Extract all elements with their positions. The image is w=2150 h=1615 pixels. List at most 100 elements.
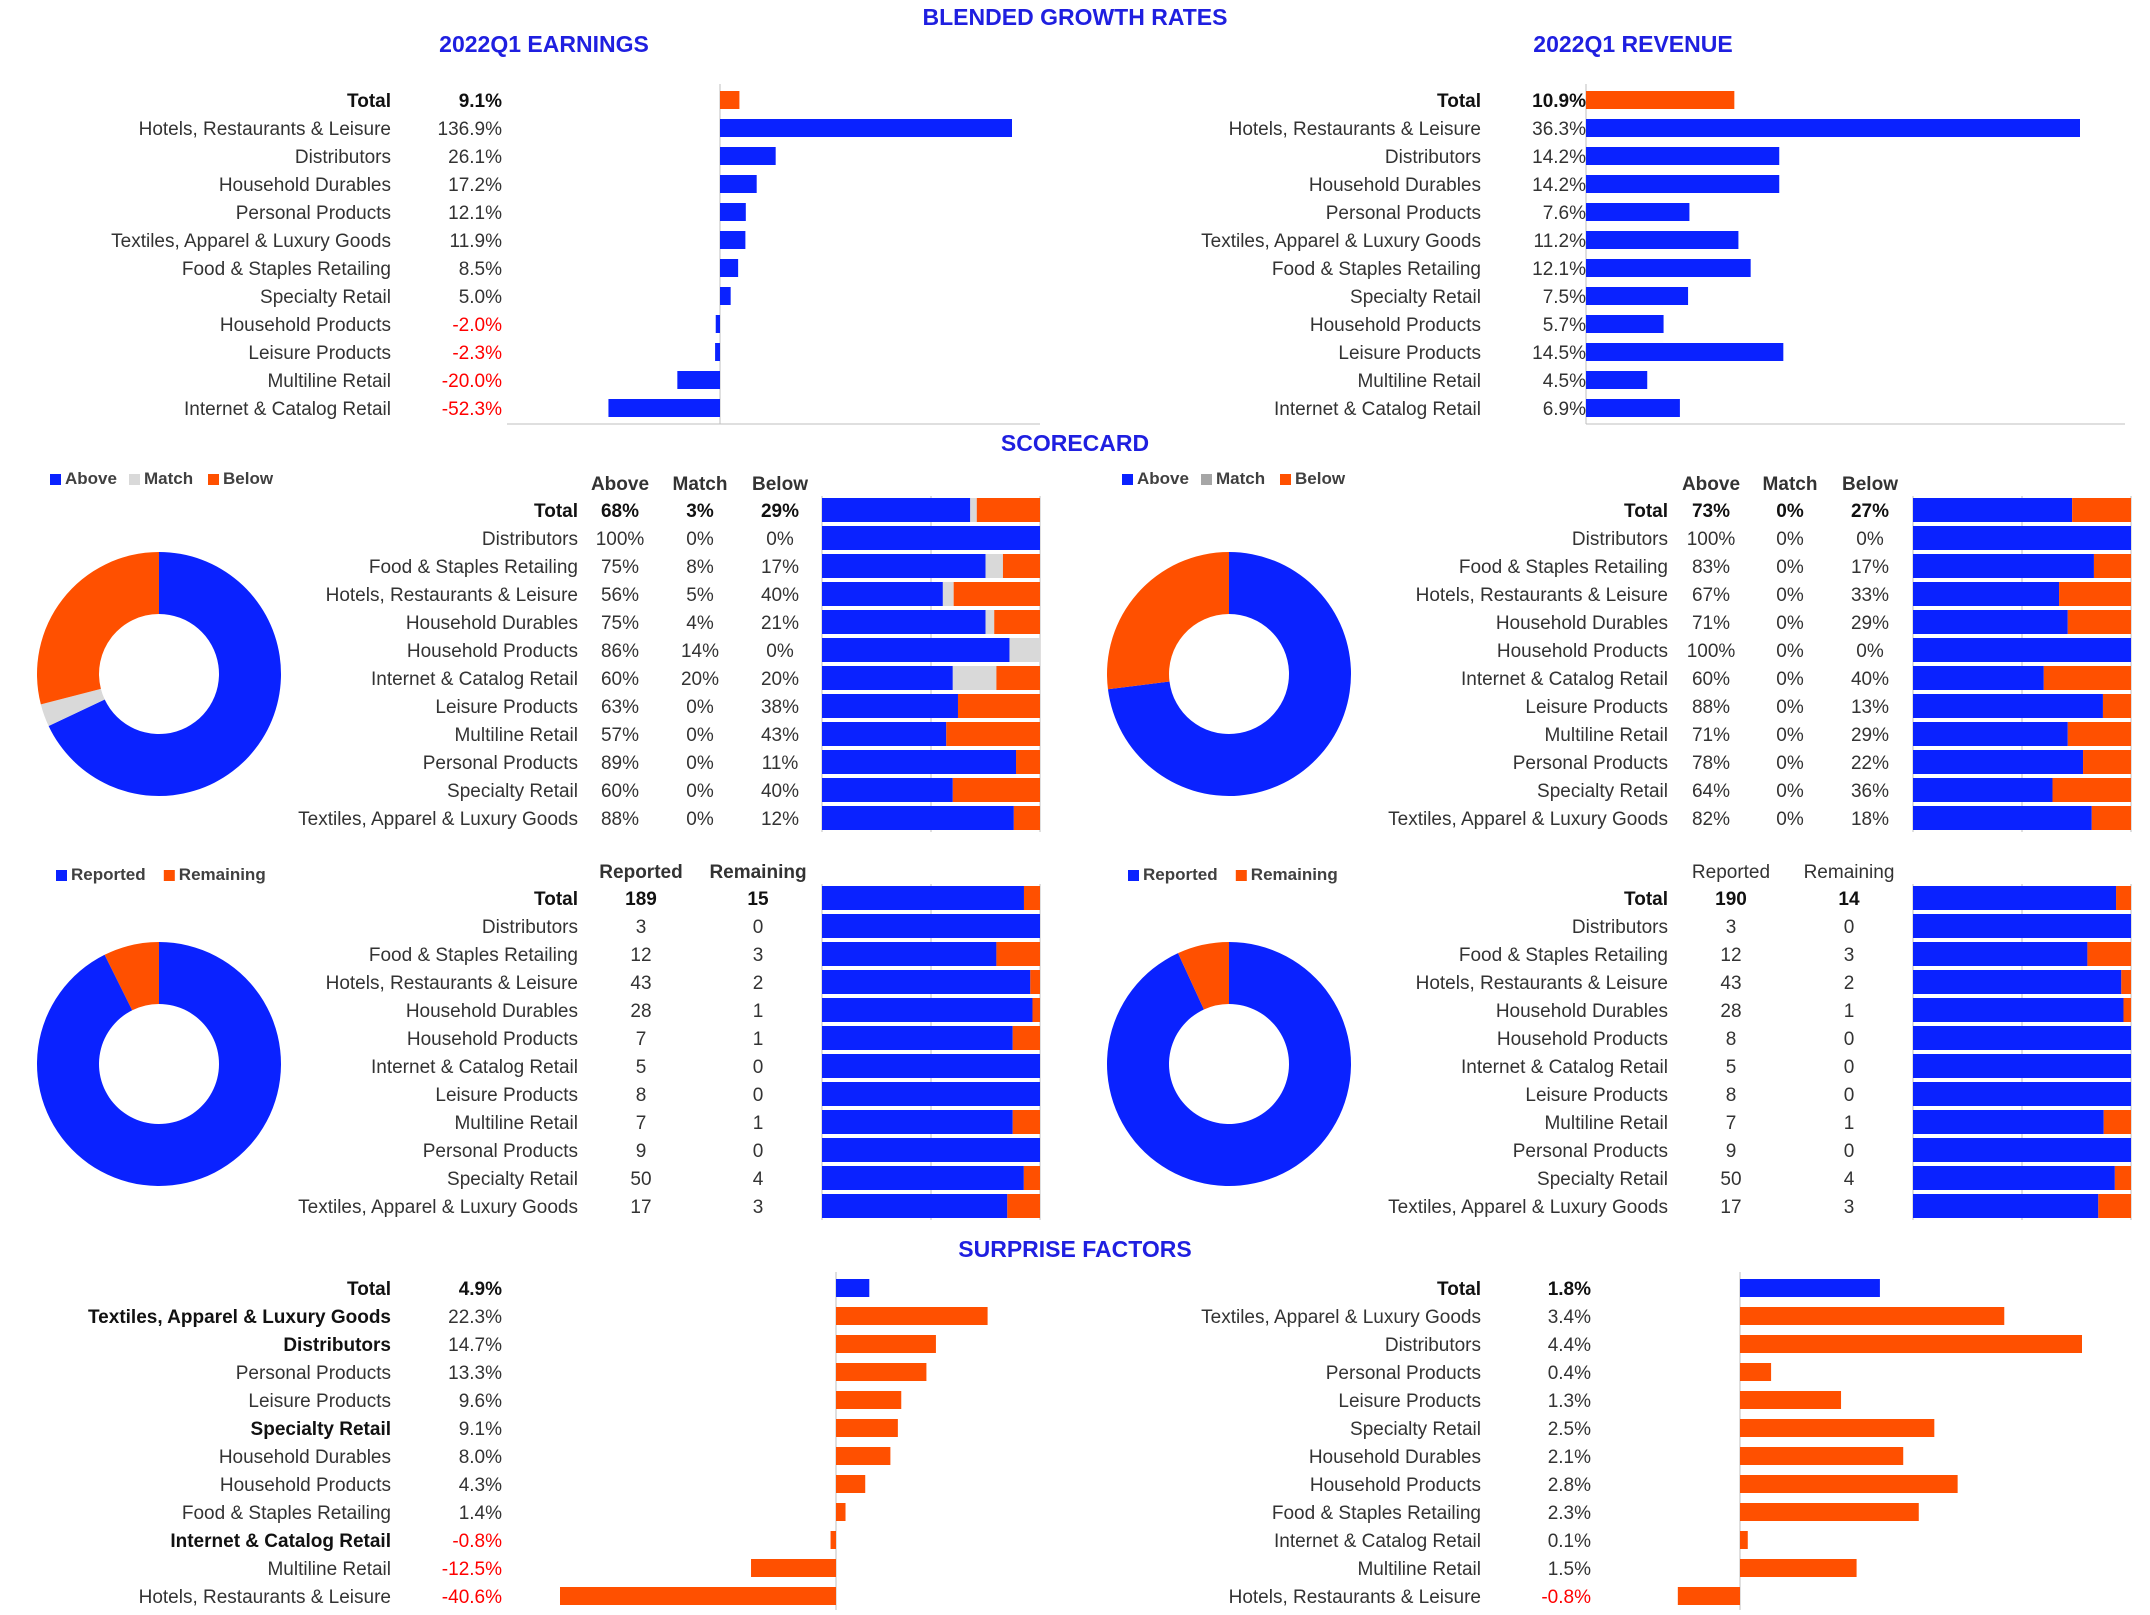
reporting-revenue-cell-reported: 43	[1720, 973, 1741, 994]
revenue-growth-bar	[1586, 399, 1680, 417]
revenue-growth-value-label: 11.2%	[1534, 231, 1587, 252]
earnings-growth-bar	[715, 343, 720, 361]
scorecard-earnings-row-label: Leisure Products	[435, 697, 578, 718]
earnings-surprise-category-label: Distributors	[283, 1335, 391, 1356]
reporting-revenue-row-label: Specialty Retail	[1537, 1169, 1668, 1190]
earnings-growth-value-label: 5.0%	[459, 287, 502, 308]
revenue-surprise-bar	[1740, 1307, 2005, 1325]
reporting-revenue-legend-swatch	[1128, 870, 1139, 881]
reporting-revenue-stack-reported	[1913, 1166, 2115, 1190]
scorecard-revenue-row-label: Food & Staples Retailing	[1459, 557, 1668, 578]
reporting-revenue-stack-remaining	[2098, 1194, 2131, 1218]
reporting-revenue-cell-remaining: 3	[1844, 1197, 1855, 1218]
earnings-surprise-category-label: Total	[347, 1279, 391, 1300]
scorecard-revenue-stack-above	[1913, 498, 2073, 522]
earnings-growth-bar	[677, 371, 720, 389]
revenue-surprise-category-label: Multiline Retail	[1357, 1559, 1481, 1580]
earnings-surprise-value-label: 4.3%	[459, 1475, 502, 1496]
scorecard-earnings-stack-below	[1013, 806, 1040, 830]
reporting-earnings-row-label: Multiline Retail	[454, 1113, 578, 1134]
scorecard-revenue-cell-above: 83%	[1692, 557, 1730, 578]
reporting-revenue-row-label: Household Durables	[1496, 1001, 1668, 1022]
reporting-earnings-stack-remaining	[1023, 1166, 1040, 1190]
revenue-growth-value-label: 14.2%	[1532, 147, 1586, 168]
scorecard-revenue-stack-above	[1913, 582, 2060, 606]
scorecard-earnings-cell-below: 21%	[761, 613, 799, 634]
scorecard-earnings-stack-below	[996, 666, 1040, 690]
reporting-earnings-cell-remaining: 4	[753, 1169, 764, 1190]
scorecard-revenue-stack-above	[1913, 806, 2092, 830]
earnings-surprise-value-label: 14.7%	[448, 1335, 502, 1356]
earnings-growth-value-label: 11.9%	[450, 231, 503, 252]
earnings-growth-bar	[720, 175, 757, 193]
reporting-earnings-cell-reported: 7	[636, 1113, 647, 1134]
scorecard-earnings-cell-below: 11%	[762, 753, 799, 774]
reporting-revenue-cell-reported: 8	[1726, 1085, 1737, 1106]
earnings-surprise-bar	[836, 1391, 902, 1409]
scorecard-earnings-stack-below	[946, 722, 1040, 746]
scorecard-revenue-stack-above	[1913, 666, 2044, 690]
scorecard-revenue-row-label: Textiles, Apparel & Luxury Goods	[1388, 809, 1668, 830]
earnings-growth-bar	[720, 203, 746, 221]
earnings-growth-category-label: Textiles, Apparel & Luxury Goods	[111, 231, 391, 252]
reporting-earnings-column-header: Remaining	[709, 862, 806, 883]
revenue-growth-category-label: Household Durables	[1309, 175, 1481, 196]
scorecard-earnings-cell-above: 63%	[601, 697, 639, 718]
earnings-surprise-bar	[836, 1447, 891, 1465]
scorecard-earnings-stack-match	[942, 582, 954, 606]
scorecard-revenue-stack-below	[2072, 498, 2131, 522]
reporting-revenue-cell-remaining: 1	[1844, 1001, 1855, 1022]
earnings-growth-category-label: Multiline Retail	[267, 371, 391, 392]
reporting-earnings-stack-reported	[822, 1166, 1024, 1190]
earnings-growth-value-label: -52.3%	[442, 399, 502, 420]
reporting-revenue-stack-reported	[1913, 1054, 2131, 1078]
earnings-growth-category-label: Household Products	[220, 315, 391, 336]
reporting-earnings-row-label: Internet & Catalog Retail	[371, 1057, 578, 1078]
scorecard-revenue-cell-above: 73%	[1692, 501, 1730, 522]
revenue-surprise-category-label: Specialty Retail	[1350, 1419, 1481, 1440]
scorecard-earnings-cell-above: 57%	[601, 725, 639, 746]
earnings-growth-category-label: Food & Staples Retailing	[182, 259, 391, 280]
reporting-earnings-row-label: Total	[534, 889, 578, 910]
scorecard-earnings-stack-below	[952, 778, 1040, 802]
scorecard-earnings-cell-above: 100%	[596, 529, 645, 550]
scorecard-revenue-stack-below	[2067, 610, 2131, 634]
reporting-revenue-cell-reported: 17	[1720, 1197, 1741, 1218]
reporting-revenue-stack-reported	[1913, 942, 2088, 966]
earnings-growth-category-label: Total	[347, 91, 391, 112]
scorecard-earnings-row-label: Distributors	[482, 529, 578, 550]
revenue-growth-bar	[1586, 287, 1689, 305]
scorecard-earnings-cell-match: 0%	[686, 725, 714, 746]
scorecard-earnings-cell-match: 8%	[686, 557, 714, 578]
scorecard-revenue-stack-below	[2043, 666, 2131, 690]
reporting-revenue-row-label: Personal Products	[1513, 1141, 1668, 1162]
reporting-revenue-row-label: Household Products	[1497, 1029, 1668, 1050]
scorecard-revenue-stack-below	[2052, 778, 2131, 802]
reporting-revenue-stack-reported	[1913, 1110, 2104, 1134]
scorecard-earnings-cell-above: 75%	[601, 613, 639, 634]
earnings-surprise-bar	[560, 1587, 836, 1605]
scorecard-revenue-legend-label: Above	[1137, 469, 1189, 488]
reporting-revenue-cell-reported: 7	[1726, 1113, 1737, 1134]
earnings-surprise-value-label: 22.3%	[448, 1307, 502, 1328]
earnings-growth-value-label: 136.9%	[438, 119, 503, 140]
scorecard-revenue-row-label: Household Products	[1497, 641, 1668, 662]
scorecard-earnings-row-label: Food & Staples Retailing	[369, 557, 578, 578]
scorecard-revenue-cell-match: 0%	[1776, 557, 1804, 578]
revenue-surprise-value-label: 2.5%	[1548, 1419, 1591, 1440]
revenue-surprise-value-label: -0.8%	[1541, 1587, 1591, 1608]
scorecard-revenue-stack-below	[2059, 582, 2131, 606]
reporting-earnings-stack-remaining	[1032, 998, 1040, 1022]
revenue-surprise-value-label: 0.1%	[1548, 1531, 1591, 1552]
earnings-surprise-category-label: Food & Staples Retailing	[182, 1503, 391, 1524]
reporting-revenue-stack-reported	[1913, 1026, 2131, 1050]
revenue-growth-bar	[1586, 343, 1784, 361]
earnings-surprise-category-label: Internet & Catalog Retail	[170, 1531, 391, 1552]
scorecard-revenue-row-label: Personal Products	[1513, 753, 1668, 774]
scorecard-earnings-row-label: Household Durables	[406, 613, 578, 634]
earnings-growth-value-label: 26.1%	[448, 147, 502, 168]
earnings-surprise-value-label: 9.1%	[459, 1419, 502, 1440]
scorecard-revenue-cell-above: 71%	[1692, 613, 1730, 634]
earnings-growth-category-label: Personal Products	[236, 203, 391, 224]
reporting-revenue-cell-reported: 8	[1726, 1029, 1737, 1050]
